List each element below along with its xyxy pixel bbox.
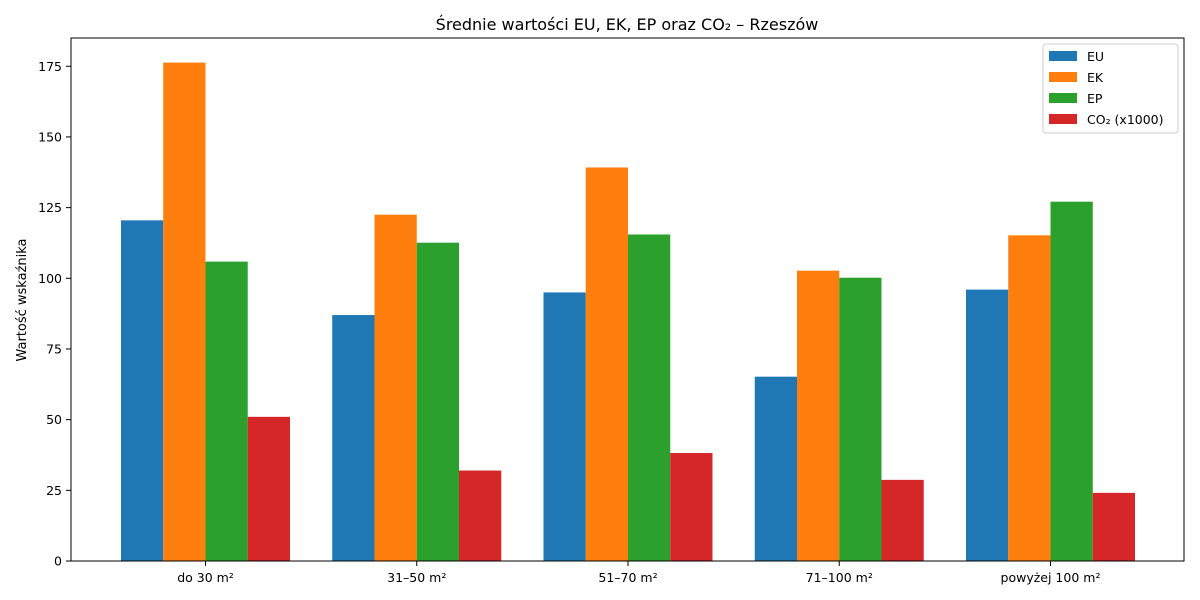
- bar-ep-1: [416, 242, 459, 561]
- bar-ek-0: [163, 62, 206, 561]
- bar-eu-0: [121, 220, 164, 561]
- chart-title: Średnie wartości EU, EK, EP oraz CO₂ – R…: [436, 15, 819, 34]
- y-tick-label: 100: [38, 271, 62, 286]
- legend-swatch: [1049, 114, 1077, 124]
- bar-co-x1000--1: [459, 470, 502, 561]
- y-tick-label: 175: [38, 59, 62, 74]
- legend-frame: [1042, 43, 1179, 134]
- x-tick-label: 51–70 m²: [598, 570, 657, 585]
- bar-ek-4: [1008, 235, 1051, 561]
- bar-ep-2: [628, 234, 671, 562]
- bar-co-x1000--3: [881, 479, 924, 561]
- bar-eu-4: [966, 289, 1009, 561]
- bar-ek-3: [797, 270, 840, 561]
- legend-label: EK: [1087, 70, 1104, 85]
- bar-ep-0: [205, 261, 248, 561]
- y-tick-label: 50: [46, 412, 62, 427]
- legend-swatch: [1049, 93, 1077, 103]
- bar-eu-3: [754, 376, 797, 561]
- y-tick-label: 150: [38, 129, 62, 144]
- x-tick-label: do 30 m²: [177, 570, 234, 585]
- x-tick-label: powyżej 100 m²: [1001, 570, 1101, 585]
- y-tick-label: 0: [54, 554, 62, 569]
- bar-co-x1000--0: [247, 416, 290, 561]
- bar-ep-4: [1050, 201, 1093, 561]
- legend-label: EU: [1087, 49, 1104, 64]
- legend-label: EP: [1087, 91, 1103, 106]
- plot-frame: [70, 37, 1185, 562]
- y-axis-label: Wartość wskaźnika: [15, 238, 30, 361]
- legend-swatch: [1049, 51, 1077, 61]
- legend-label: CO₂ (x1000): [1087, 112, 1164, 127]
- bar-eu-2: [543, 292, 586, 561]
- bar-co-x1000--4: [1092, 492, 1135, 561]
- x-tick-label: 71–100 m²: [806, 570, 873, 585]
- bar-co-x1000--2: [670, 453, 713, 561]
- bars-group: [121, 62, 1135, 562]
- bar-ek-2: [585, 167, 628, 562]
- legend-swatch: [1049, 72, 1077, 82]
- axes-group: 0 25 50 75 100 125 150 175 do 30 m² 31–50 m² 51–70…: [38, 59, 1100, 585]
- bar-eu-1: [332, 315, 375, 561]
- bar-ep-3: [839, 277, 882, 561]
- y-tick-label: 125: [38, 200, 62, 215]
- x-tick-label: 31–50 m²: [387, 570, 446, 585]
- y-tick-label: 75: [46, 341, 62, 356]
- y-tick-label: 25: [46, 483, 62, 498]
- legend: EU EK EP CO₂ (x1000): [1042, 43, 1179, 134]
- bar-ek-1: [374, 214, 417, 561]
